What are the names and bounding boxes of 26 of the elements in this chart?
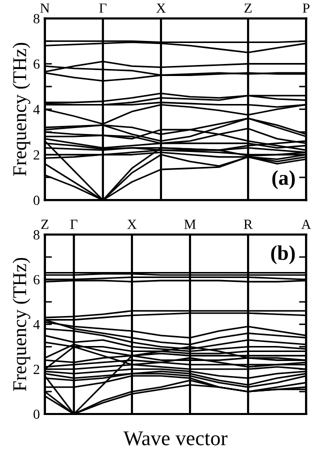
x-tick-label: Z — [244, 4, 252, 13]
x-tick-label: A — [301, 220, 312, 229]
x-tick-label: X — [156, 4, 166, 13]
annotation: (b) — [271, 245, 295, 264]
x-tick-label: Γ — [99, 4, 106, 13]
x-tick-label: Z — [41, 220, 48, 229]
annotation: (a) — [272, 170, 295, 190]
y-tick-label: 6 — [34, 59, 40, 69]
y-tick-label: 0 — [34, 410, 40, 419]
y-tick-label: 6 — [34, 275, 40, 284]
y-tick-label: 4 — [33, 320, 40, 330]
y-tick-label: 2 — [34, 150, 40, 160]
x-tick-label: Γ — [70, 220, 78, 229]
y-tick-label: 0 — [34, 196, 40, 206]
y-axis-title: Frequency (THz) — [12, 258, 30, 391]
y-tick-label: 8 — [34, 14, 40, 24]
y-tick-label: 8 — [34, 230, 40, 240]
x-tick-label: P — [302, 4, 310, 13]
x-tick-label: R — [244, 220, 253, 229]
x-tick-label: N — [40, 4, 50, 13]
y-tick-label: 2 — [34, 364, 40, 374]
x-axis-title: Wave vector — [123, 431, 228, 446]
x-tick-label: M — [184, 220, 196, 229]
y-tick-label: 4 — [33, 104, 40, 114]
x-tick-label: X — [127, 220, 137, 229]
y-axis-title: Frequency (THz) — [12, 42, 30, 176]
